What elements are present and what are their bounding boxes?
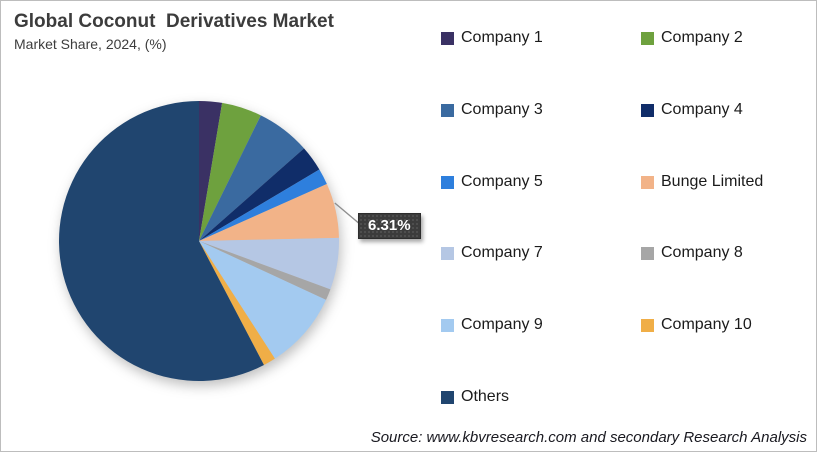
legend-label: Bunge Limited [661,172,764,190]
pie-slice-others [58,101,264,382]
legend-item-bunge-limited: Bunge Limited [641,172,816,245]
legend-item-company-7: Company 7 [441,244,641,316]
legend-label: Company 7 [461,244,543,262]
legend-swatch [441,175,454,189]
legend-swatch [441,247,454,261]
legend-swatch [441,319,454,333]
legend-item-company-2: Company 2 [641,29,816,101]
legend-item-company-8: Company 8 [641,244,816,316]
pie-slice-company-3 [199,115,305,241]
chart-title: Global Coconut Derivatives Market [14,11,334,32]
legend-item-company-9: Company 9 [441,316,641,388]
legend-label: Others [461,387,510,405]
legend-swatch [441,103,454,117]
legend-swatch [641,175,654,189]
chart-subtitle: Market Share, 2024, (%) [14,35,167,52]
legend-swatch [641,319,654,333]
legend-item-company-4: Company 4 [641,100,816,173]
legend-label: Company 2 [661,29,743,46]
pie-slice-company-10 [199,241,275,366]
legend-label: Company 3 [461,100,543,118]
pie-slice-company-1 [199,101,223,241]
legend-label: Company 4 [661,100,743,118]
pie-slice-company-2 [199,102,261,241]
legend-item-company-3: Company 3 [441,101,641,173]
pie-slice-company-4 [199,148,320,241]
source-note: Source: www.kbvresearch.com and secondar… [370,429,807,446]
pie-slice-company-7 [199,237,339,290]
legend-swatch [441,390,454,404]
legend-item-company-1: Company 1 [441,29,641,101]
legend: Company 1 Company 2 Company 3 Company 4 Comp… [441,29,816,451]
legend-item-company-5: Company 5 [441,173,641,245]
pie-slice-company-5 [199,169,327,241]
legend-label: Company 10 [661,316,752,334]
legend-label: Company 9 [461,316,543,334]
legend-swatch [641,32,654,45]
chart-header: Global Coconut Derivatives Market Market… [14,10,334,52]
legend-swatch [641,247,654,261]
legend-label: Company 1 [461,29,543,46]
legend-item-company-10: Company 10 [641,316,816,388]
legend-label: Company 5 [461,172,543,190]
callout-label: 6.31% [358,213,421,239]
legend-swatch [441,32,454,45]
legend-item-others: Others [441,387,641,451]
pie-slice-bunge-limited [199,184,339,241]
legend-label: Company 8 [661,244,743,262]
legend-swatch [641,103,654,117]
pie-slice-company-8 [199,241,331,300]
pie-slice-company-9 [199,241,327,359]
